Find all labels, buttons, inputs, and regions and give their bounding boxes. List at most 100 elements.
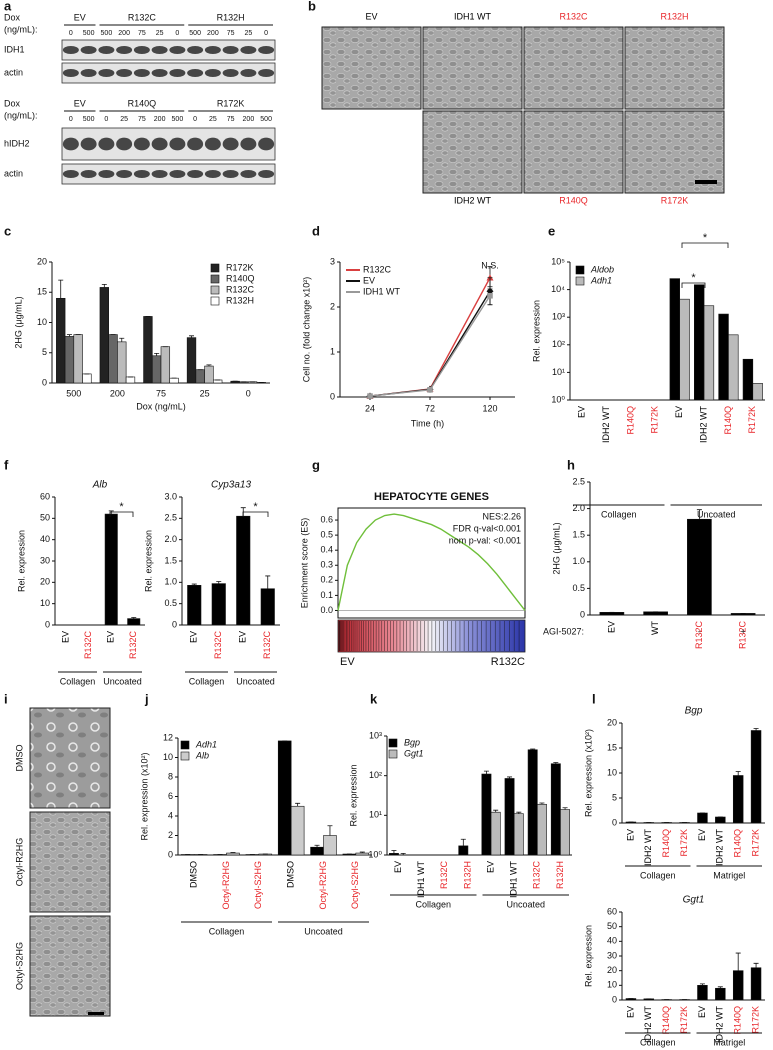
band (222, 137, 239, 151)
error-bar (191, 583, 197, 586)
error-bar (359, 851, 365, 854)
error-bar (717, 986, 723, 989)
y-tick-label: 1 (330, 346, 335, 356)
y-tick-label: 10⁰ (368, 849, 382, 859)
error-bar (507, 776, 513, 779)
x-tick-label: 120 (482, 403, 497, 413)
dose-label: 500 (172, 116, 184, 123)
error-bar (154, 352, 160, 356)
bar (160, 346, 171, 384)
band (116, 170, 133, 178)
band (258, 137, 275, 151)
error-bar (265, 575, 271, 589)
x-tick-label: R172K (750, 829, 760, 857)
treatment-mark: - (698, 626, 701, 636)
blot-group-label: EV (74, 12, 86, 22)
y-axis-label: Cell no. (fold change x10²) (301, 277, 311, 383)
bar (481, 773, 492, 856)
band-label: actin (4, 67, 23, 77)
bar (537, 803, 547, 856)
legend-swatch (575, 276, 585, 286)
x-tick-label: Octyl-S2HG (253, 861, 263, 909)
dose-label: 0 (193, 116, 197, 123)
bar (458, 845, 469, 856)
x-tick-label: R132C (532, 861, 542, 890)
x-tick-label: R172K (747, 406, 757, 434)
legend-label: EV (363, 275, 375, 285)
micrograph (624, 26, 725, 110)
dose-label: 0 (104, 116, 108, 123)
pole-label: R132C (491, 656, 525, 668)
marker (427, 387, 433, 393)
bar (697, 985, 708, 1001)
legend-swatch (210, 285, 220, 295)
y-tick-label: 0.1 (320, 590, 333, 600)
x-tick-label: 75 (156, 388, 166, 398)
band (204, 46, 221, 54)
bar (669, 278, 680, 401)
x-tick-label: R132C (83, 631, 93, 660)
x-tick-label: DMSO (286, 861, 296, 888)
y-tick-label: 0 (45, 619, 50, 629)
y-tick-label: 20 (607, 717, 617, 727)
bar (277, 740, 292, 856)
band (187, 46, 204, 54)
y-tick-label: 8 (168, 771, 173, 781)
x-tick-label: R132C (213, 631, 223, 660)
image-label: DMSO (14, 745, 24, 772)
bar (527, 749, 538, 856)
y-tick-label: 0 (168, 849, 173, 859)
y-tick-label: 6 (168, 791, 173, 801)
panel-letter: g (312, 457, 320, 472)
dose-label: 200 (154, 116, 166, 123)
legend-label: Adh1 (590, 275, 612, 285)
group-label: Collagen (189, 676, 225, 686)
bar (187, 585, 202, 626)
scale-bar (88, 1012, 104, 1015)
bar (108, 334, 118, 384)
dose-label: 75 (138, 30, 146, 37)
error-bar (131, 617, 137, 619)
group-label: Uncoated (697, 509, 736, 519)
y-tick-label: 10¹ (369, 810, 382, 820)
micrograph-label: R172K (661, 195, 689, 205)
band (169, 46, 186, 54)
panel-letter: i (4, 691, 8, 706)
band (62, 46, 79, 54)
band (151, 137, 168, 151)
significance-bracket (109, 511, 134, 517)
annotation: NES:2.26 (482, 511, 521, 521)
legend-label: IDH1 WT (363, 286, 401, 296)
band (98, 170, 115, 178)
annotation: * (119, 501, 124, 513)
x-tick-label: R172K (679, 1006, 689, 1034)
x-tick-label: EV (625, 1006, 635, 1018)
y-tick-label: 4 (168, 810, 173, 820)
bar (728, 334, 739, 401)
y-tick-label: 10⁵ (551, 256, 565, 266)
pole-label: EV (340, 656, 355, 668)
band (98, 46, 115, 54)
band (116, 46, 133, 54)
micrograph-label: R132H (660, 11, 688, 21)
band (62, 137, 79, 151)
blot-group-label: R132C (128, 12, 157, 22)
band (116, 137, 133, 151)
dose-unit-label: (ng/mL): (4, 24, 38, 34)
line (369, 290, 491, 397)
x-tick-label: IDH2 WT (698, 406, 708, 444)
micrograph (321, 26, 422, 110)
band (222, 170, 239, 178)
x-tick-label: 24 (365, 403, 375, 413)
band-label: actin (4, 168, 23, 178)
error-bar (216, 581, 222, 584)
legend-label: Bgp (404, 737, 420, 747)
x-axis-label: Dox (ng/mL) (136, 401, 186, 411)
x-tick-label: Octyl-R2HG (221, 861, 231, 910)
chart-title: Bgp (685, 706, 703, 717)
bar (687, 518, 712, 616)
y-tick-label: 10⁴ (551, 284, 565, 294)
x-tick-label: R132H (462, 861, 472, 889)
plot-frame (337, 507, 526, 619)
annotation: * (691, 272, 696, 284)
